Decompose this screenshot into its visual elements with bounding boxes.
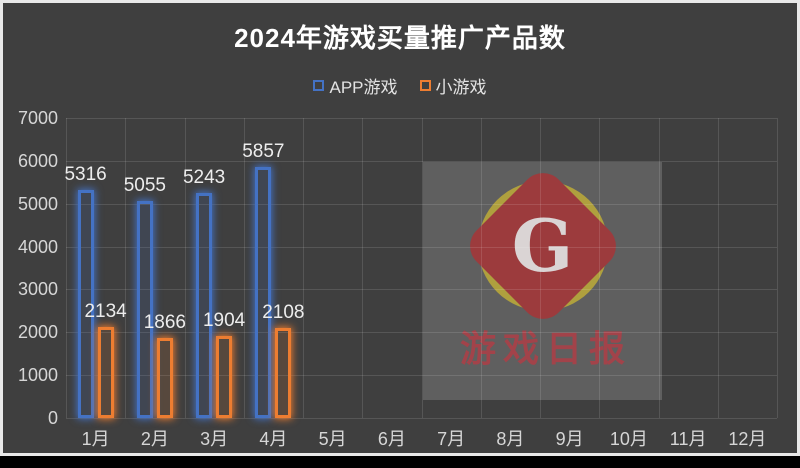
gridline-v [421,118,423,418]
gridline-v [540,118,541,418]
watermark-panel: G 游戏日报 [423,162,662,400]
gridline-v [480,118,482,418]
value-label-series0-month1: 5316 [64,164,107,186]
gridline-h [66,203,777,205]
legend-item-app: APP游戏 [313,73,398,98]
gridline-v [658,118,660,418]
gridline-h [66,289,777,291]
y-tick-label: 7000 [17,108,58,128]
gridline-v [184,118,186,418]
logo-letter: G [511,203,574,288]
legend-swatch-mini-icon [419,80,431,91]
value-label-series0-month3: 5243 [182,167,226,189]
x-tick-label-3: 3月 [200,429,229,449]
value-label-series1-month1: 2134 [84,300,127,322]
x-tick-label-9: 9月 [555,429,584,449]
y-tick-label: 0 [47,408,58,428]
gridline-v [717,118,719,418]
legend: APP游戏 小游戏 [0,73,800,98]
x-tick-label-10: 10月 [609,429,648,449]
bar-series0-month4 [255,166,272,418]
bar-series1-month4 [275,327,292,418]
bar-series0-month3 [196,193,213,418]
legend-item-mini: 小游戏 [419,73,487,98]
gridline-h [66,332,777,334]
gridline-h [66,160,777,162]
bar-series1-month2 [156,338,173,418]
gridline-v [125,118,127,418]
chart-title: 2024年游戏买量推广产品数 [234,23,566,53]
y-tick-label: 1000 [17,365,58,386]
value-label-series0-month4: 5857 [242,140,285,162]
x-tick-label-12: 12月 [728,429,767,449]
gridline-v [66,118,67,418]
bar-series1-month3 [216,336,233,418]
value-label-series1-month3: 1904 [202,310,246,332]
gridline-h [66,246,777,248]
legend-label-app: APP游戏 [329,78,398,97]
gridline-v [243,118,245,418]
value-label-series1-month2: 1866 [143,312,187,334]
bar-series0-month1 [77,190,94,418]
x-tick-label-1: 1月 [81,429,110,449]
y-tick-label: 4000 [17,236,58,257]
gridline-v [777,118,778,418]
y-tick-label: 2000 [17,322,58,343]
gridline-v [303,118,304,418]
x-tick-label-6: 6月 [377,429,406,449]
x-tick-label-8: 8月 [496,429,525,449]
legend-swatch-app-icon [313,80,325,91]
plot-area: 0 1000 2000 3000 4000 5000 6000 7000 1月 2月 3月 4月 5月 6… [17,108,778,449]
bar-series0-month2 [136,201,153,418]
x-tick-label-4: 4月 [259,429,288,449]
letterbox-strip [0,456,800,468]
bar-series1-month1 [97,326,114,418]
y-tick-label: 6000 [17,150,58,171]
gridline-h [66,375,777,377]
value-label-series1-month4: 2108 [262,301,305,323]
gridline-h [66,418,777,419]
gridline-h [66,118,777,119]
x-tick-label-11: 11月 [669,429,707,449]
gridline-v [599,118,601,418]
y-tick-label: 3000 [17,279,58,300]
chart-image: 2024年游戏买量推广产品数 APP游戏 小游戏 G 游戏日报 0 1000 200… [0,0,800,456]
watermark-text: 游戏日报 [459,328,632,369]
x-tick-label-5: 5月 [318,429,347,449]
x-tick-label-7: 7月 [437,429,466,449]
legend-label-mini: 小游戏 [435,78,487,97]
gridline-v [362,118,364,418]
value-label-series0-month2: 5055 [123,175,167,197]
x-tick-label-2: 2月 [140,429,169,449]
y-tick-label: 5000 [17,193,58,214]
